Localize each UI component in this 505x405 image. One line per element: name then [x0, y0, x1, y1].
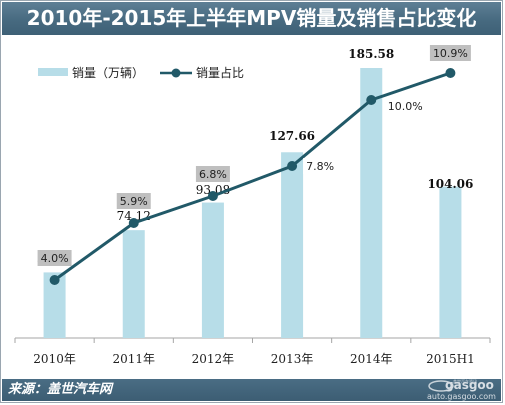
share-label: 6.8%	[199, 168, 227, 181]
x-tick-label: 2011年	[112, 352, 155, 366]
share-label-box	[195, 166, 230, 182]
bar	[281, 152, 304, 338]
source-footer: 来源：盖世汽车网	[2, 379, 501, 401]
bar	[360, 68, 383, 338]
bar-value-label: 127.66	[269, 129, 315, 143]
bar-value-label: 104.06	[427, 177, 473, 191]
share-label: 4.0%	[41, 252, 69, 265]
gasgoo-watermark-logo: gasgoo 盖世汽车资讯 auto.gasgoo.com	[427, 378, 496, 401]
share-point	[128, 218, 139, 228]
x-tick-label: 2014年	[350, 352, 393, 366]
x-tick-label: 2012年	[192, 352, 235, 366]
share-point	[366, 95, 377, 105]
share-line	[49, 68, 456, 285]
x-tick-marks	[14, 338, 491, 343]
share-labels: 4.0% 5.9% 6.8% 7.8% 10.0% 10.9%	[37, 45, 471, 266]
bar	[122, 230, 145, 338]
legend-bar-label: 销量（万辆）	[72, 66, 144, 80]
x-tick-labels: 2010年 2011年 2012年 2013年 2014年 2015H1	[33, 352, 474, 366]
bar	[439, 186, 462, 338]
share-label-box	[384, 98, 426, 114]
legend: 销量（万辆） 销量占比	[38, 65, 244, 80]
share-line-path	[53, 71, 451, 282]
bar-value-label: 185.58	[348, 47, 394, 61]
x-tick-label: 2010年	[33, 352, 76, 366]
share-label: 10.9%	[433, 47, 468, 60]
watermark-brand: gasgoo	[445, 378, 494, 392]
share-point	[287, 161, 298, 171]
x-tick-label: 2015H1	[426, 352, 475, 366]
share-label: 5.9%	[120, 195, 148, 208]
share-point	[207, 191, 218, 201]
legend-bar-swatch	[38, 68, 68, 76]
share-label-box	[37, 250, 72, 266]
share-point	[445, 68, 456, 78]
share-label: 7.8%	[306, 160, 334, 173]
chart-title: 2010年-2015年上半年MPV销量及销售占比变化	[2, 2, 501, 35]
watermark-tagline: 盖世汽车资讯	[453, 378, 477, 384]
share-label-box	[429, 45, 471, 61]
legend-line-label: 销量占比	[196, 65, 244, 80]
share-label-box	[116, 193, 151, 209]
bars	[43, 68, 462, 338]
share-label: 10.0%	[388, 100, 423, 113]
watermark-url: auto.gasgoo.com	[427, 392, 496, 401]
bar	[201, 202, 224, 338]
x-tick-label: 2013年	[271, 352, 314, 366]
share-label-box	[303, 158, 338, 174]
legend-line-marker	[171, 68, 181, 78]
bar	[43, 272, 66, 338]
share-point	[49, 275, 60, 285]
